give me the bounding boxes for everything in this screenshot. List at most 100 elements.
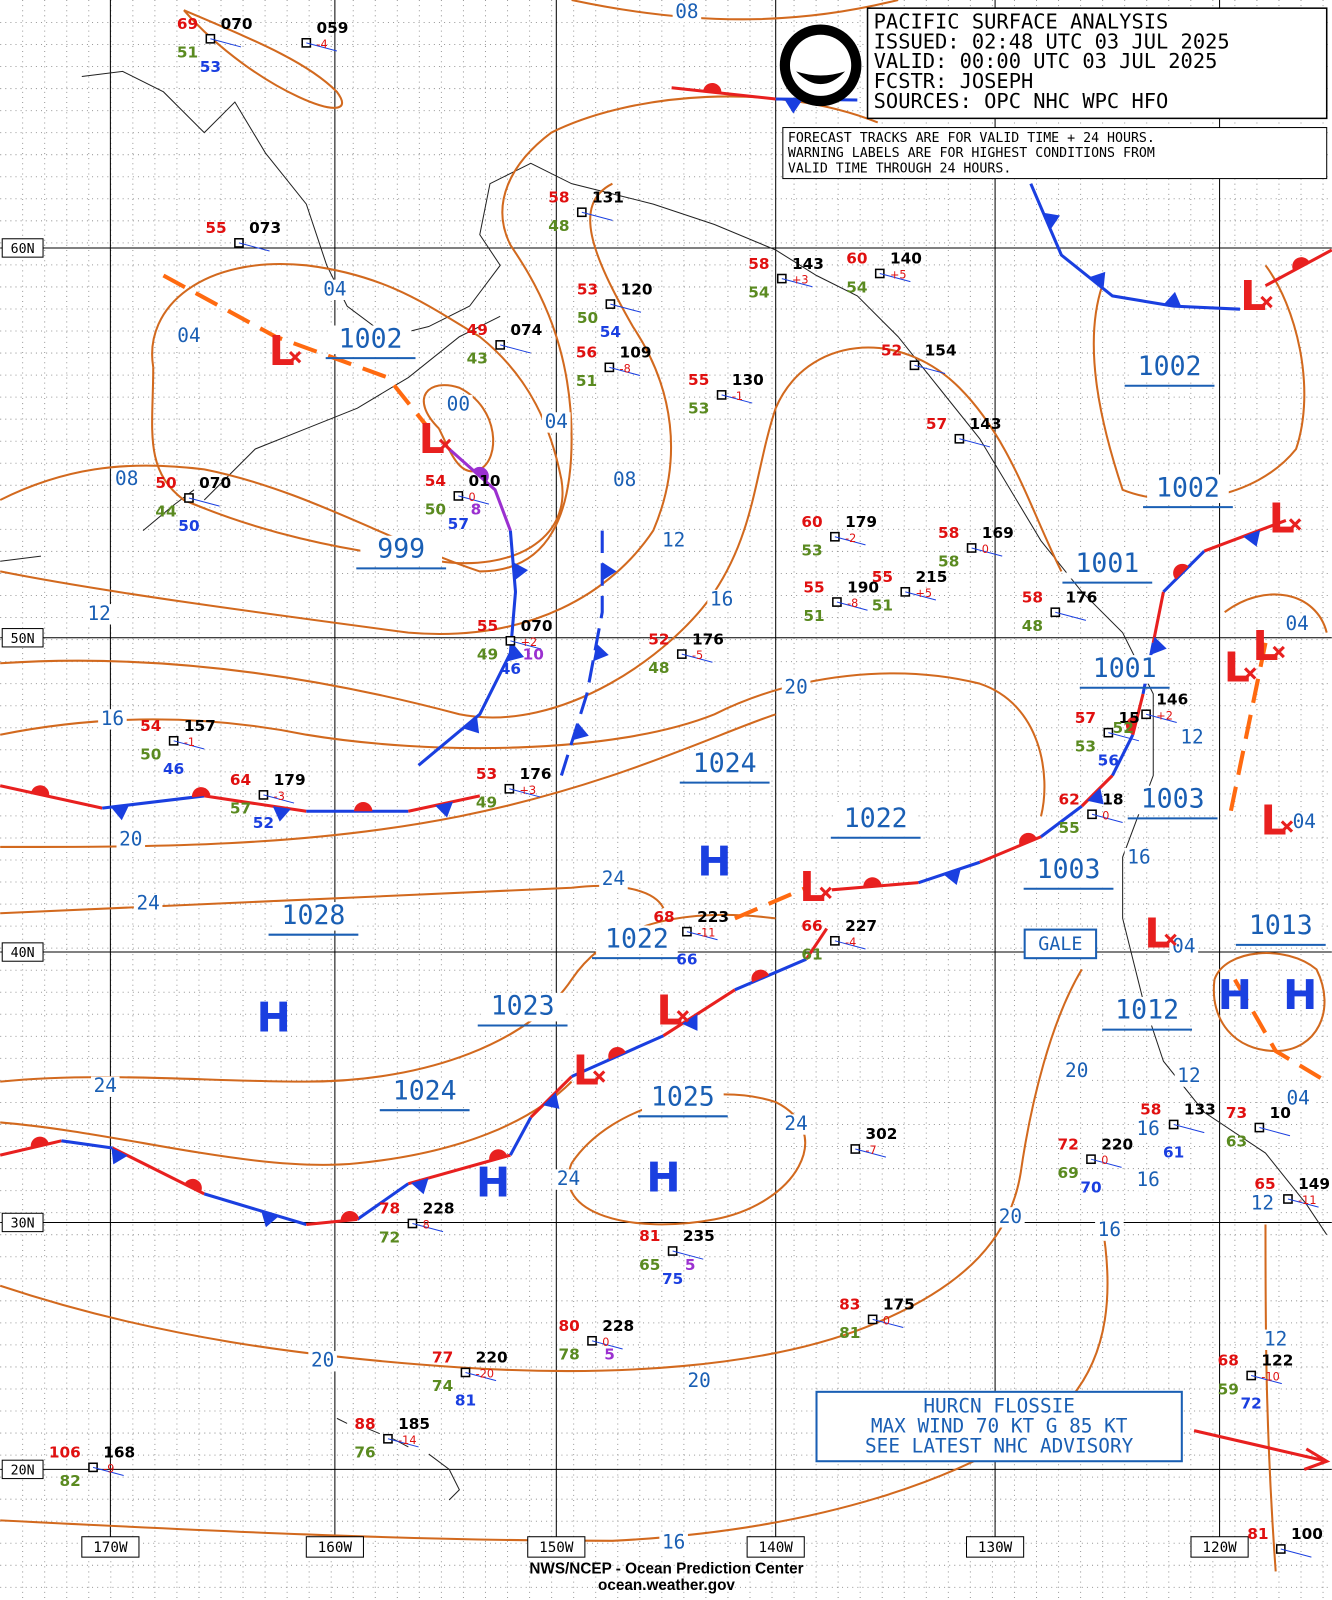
station-c: -3 (274, 790, 285, 803)
front (448, 447, 512, 532)
front-symbol (410, 1178, 429, 1195)
station-c: 0 (602, 1336, 609, 1349)
isobar-label-bg (444, 394, 473, 416)
front (1131, 693, 1145, 736)
low-center: L (1144, 910, 1170, 958)
pressure-bg (834, 805, 917, 834)
lon-label: 170W (93, 1540, 128, 1556)
station-t: 52 (881, 342, 902, 360)
station-c: -1 (732, 390, 743, 403)
isobar-label: 04 (323, 277, 346, 300)
lon-label: 150W (539, 1540, 574, 1556)
isobar-label-bg (542, 412, 571, 433)
isobar-label: 08 (675, 0, 698, 23)
front-symbol (110, 804, 130, 821)
wind-barb (1055, 611, 1087, 621)
isobar (0, 346, 1063, 719)
station-t: 55 (477, 617, 498, 635)
station-c: -2 (845, 532, 856, 545)
station-x: 5 (685, 1256, 696, 1274)
wind-barb (306, 42, 338, 52)
isobar-label-bg (781, 677, 811, 698)
lon-label: 120W (1202, 1540, 1237, 1556)
isobar-label-bg (684, 1371, 714, 1392)
wind-barb (879, 272, 911, 283)
wind-barb (872, 1318, 904, 1329)
front (203, 1192, 307, 1226)
lat-label: 20N (11, 1463, 35, 1478)
front (1080, 774, 1114, 808)
wind-barb (1287, 1198, 1319, 1208)
wind-barb (914, 364, 946, 374)
header-box (866, 7, 1328, 120)
station-t: 53 (476, 765, 497, 783)
lat-label: 50N (11, 632, 35, 647)
wind-barb (781, 278, 813, 288)
station-x: 5 (604, 1346, 615, 1364)
isobar-label-bg (659, 1532, 688, 1554)
station-p: 070 (521, 617, 553, 635)
station-d: 55 (1058, 819, 1079, 837)
station-t: 55 (688, 371, 709, 389)
wind-barb (238, 242, 270, 252)
wind-barb (1145, 713, 1177, 723)
station-d: 61 (801, 946, 822, 964)
station-d: 81 (839, 1324, 860, 1342)
station-d: 63 (1226, 1132, 1247, 1150)
station-p: 15 (1119, 709, 1140, 727)
wind-barb (509, 788, 541, 798)
logo (796, 71, 846, 85)
isobar-label: 20 (1065, 1059, 1088, 1082)
front-symbol (1087, 787, 1104, 805)
station-t: 55 (205, 219, 226, 237)
isobar-label-bg (116, 829, 146, 850)
station (301, 38, 312, 48)
wind-barb (581, 211, 613, 221)
station (676, 649, 687, 659)
front-symbol (111, 1147, 128, 1165)
front-symbol (751, 969, 770, 983)
pressure-bg (1083, 655, 1166, 684)
station-c: -7 (865, 1144, 876, 1157)
front-symbol (784, 99, 803, 114)
front-symbol (572, 722, 589, 741)
lat-label: 40N (11, 946, 35, 961)
isobar-label: 24 (784, 1112, 807, 1135)
wind-barb (672, 1250, 704, 1260)
station-d: 51 (872, 597, 893, 615)
isobar-label: 20 (311, 1349, 334, 1372)
station-d: 50 (577, 309, 598, 327)
wind-barb (1090, 1158, 1122, 1168)
wind-barb (959, 438, 991, 448)
station-t: 81 (639, 1227, 660, 1245)
station-t: 73 (1226, 1104, 1247, 1122)
front-symbol (184, 1178, 202, 1193)
station-c: -11 (1298, 1194, 1316, 1207)
front (61, 1139, 113, 1150)
station-c: -8 (847, 597, 858, 610)
station-s: 57 (448, 515, 469, 533)
station-c: +5 (890, 269, 907, 282)
isobar-label-bg (781, 1114, 811, 1135)
station-d: 58 (938, 553, 959, 571)
high-center: H (697, 837, 731, 885)
station-p: 074 (510, 321, 542, 339)
front-symbol (489, 1149, 508, 1161)
header-line: SOURCES: OPC NHC WPC HFO (874, 89, 1169, 113)
front (408, 794, 481, 813)
coastlines (0, 70, 1328, 1501)
front-symbol (472, 466, 489, 483)
front-symbol (1089, 271, 1106, 289)
front-symbol (30, 1136, 49, 1148)
isobar-label: 12 (1264, 1327, 1287, 1350)
isobars (0, 0, 1328, 1572)
front (662, 988, 736, 1038)
station-c: 8 (423, 1219, 430, 1232)
hurricane-line: SEE LATEST NHC ADVISORY (865, 1434, 1134, 1457)
station-p: 190 (847, 578, 879, 596)
isobar-label: 12 (662, 528, 685, 551)
front-symbol (31, 785, 50, 797)
station-p: 010 (469, 472, 501, 490)
front (1264, 248, 1332, 288)
lat-label-box (1, 628, 44, 648)
